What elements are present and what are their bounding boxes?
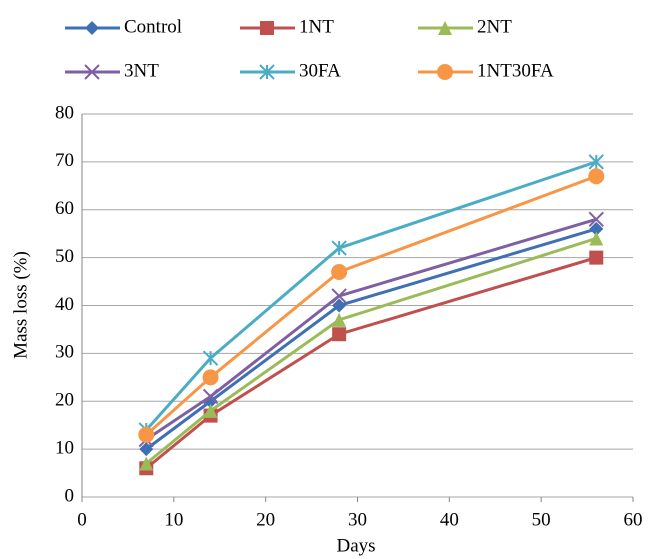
- marker: [588, 154, 604, 170]
- marker: [138, 426, 155, 443]
- y-tick-label: 20: [55, 390, 74, 411]
- marker: [437, 64, 453, 80]
- marker: [202, 369, 219, 386]
- marker: [589, 250, 604, 265]
- marker: [202, 350, 219, 366]
- series-line: [145, 237, 597, 465]
- marker: [332, 327, 347, 342]
- marker: [139, 456, 154, 471]
- series-line: [145, 256, 597, 470]
- x-tick-label: 40: [440, 509, 459, 530]
- marker: [85, 21, 99, 35]
- marker: [332, 312, 347, 327]
- x-tick-label: 20: [256, 509, 275, 530]
- y-tick-label: 50: [55, 246, 74, 267]
- y-tick-label: 60: [55, 198, 74, 219]
- y-tick-label: 30: [55, 342, 74, 363]
- marker: [588, 211, 604, 228]
- y-tick-label: 70: [55, 150, 74, 171]
- series-line: [145, 174, 597, 436]
- marker: [438, 21, 452, 35]
- marker: [331, 263, 348, 280]
- legend-label: 2NT: [477, 16, 512, 37]
- series-line: [145, 227, 597, 451]
- marker: [202, 388, 219, 405]
- marker: [260, 21, 274, 35]
- marker: [589, 221, 604, 236]
- y-tick-label: 10: [55, 437, 74, 458]
- x-tick-label: 10: [164, 509, 183, 530]
- series-line: [145, 160, 597, 431]
- y-tick-label: 0: [65, 485, 75, 506]
- legend-label: 30FA: [299, 60, 341, 81]
- legend-label: 1NT30FA: [477, 60, 554, 81]
- x-tick-label: 60: [624, 509, 643, 530]
- marker: [332, 298, 347, 313]
- marker: [139, 442, 154, 457]
- y-tick-label: 80: [55, 102, 74, 123]
- legend-label: Control: [124, 16, 182, 37]
- marker: [203, 403, 218, 418]
- marker: [588, 168, 605, 185]
- series-line: [145, 217, 597, 441]
- marker: [84, 64, 100, 80]
- y-tick-label: 40: [55, 294, 74, 315]
- x-axis-label: Days: [336, 535, 375, 556]
- marker: [589, 231, 604, 246]
- legend-label: 1NT: [299, 16, 334, 37]
- marker: [331, 240, 347, 256]
- x-tick-label: 30: [348, 509, 367, 530]
- x-tick-label: 50: [532, 509, 551, 530]
- marker: [331, 288, 347, 304]
- y-axis-label: Mass loss (%): [10, 251, 31, 359]
- legend-label: 3NT: [124, 60, 159, 81]
- marker: [259, 64, 275, 80]
- x-tick-label: 0: [77, 509, 87, 530]
